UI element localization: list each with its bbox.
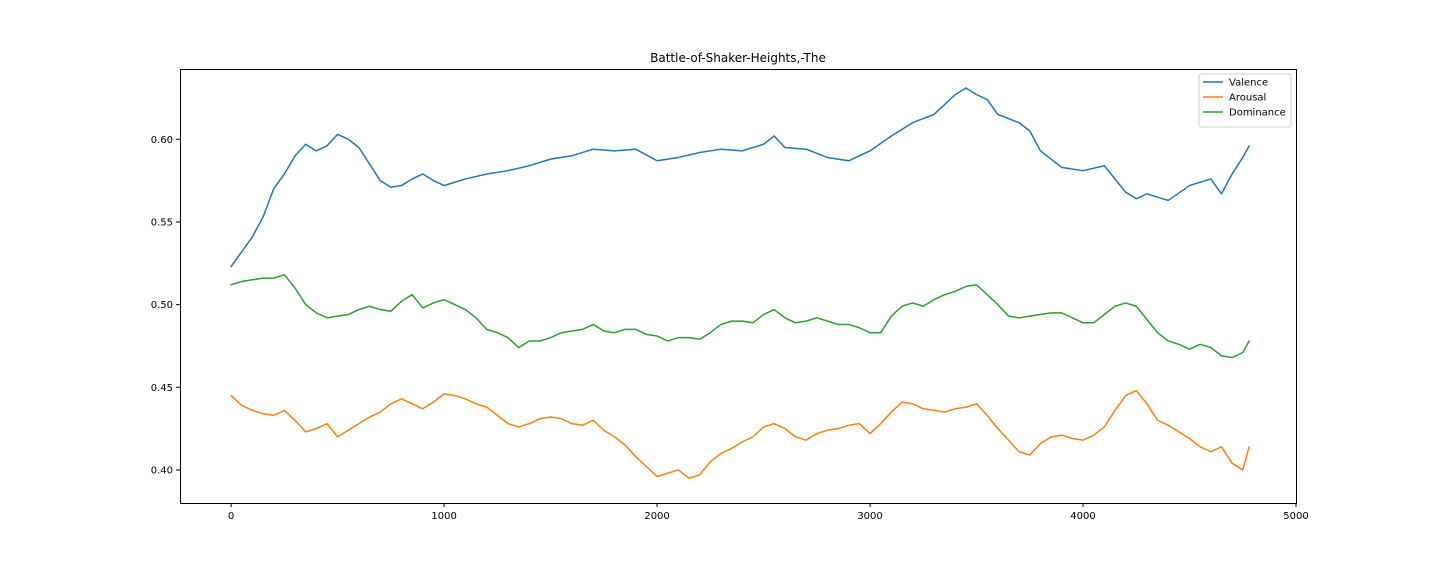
x-tick-label: 5000 — [1283, 511, 1308, 522]
series-layer — [230, 87, 1250, 479]
x-tick-label: 2000 — [644, 511, 669, 522]
y-tick-label: 0.55 — [151, 217, 173, 228]
y-tick-label: 0.45 — [151, 383, 173, 394]
y-tick-label: 0.60 — [151, 135, 173, 146]
x-tick-label: 1000 — [431, 511, 456, 522]
legend-label-valence: Valence — [1229, 78, 1268, 89]
y-tick-label: 0.40 — [151, 465, 173, 476]
x-tick-label: 3000 — [857, 511, 882, 522]
legend-label-dominance: Dominance — [1229, 108, 1286, 119]
legend-box — [1198, 73, 1292, 128]
y-tick-label: 0.50 — [151, 300, 173, 311]
plot-frame — [180, 69, 1297, 504]
legend-label-arousal: Arousal — [1229, 93, 1266, 104]
series-line-dominance — [230, 274, 1250, 359]
x-tick-label: 0 — [228, 511, 234, 522]
chart-title: Battle-of-Shaker-Heights,-The — [650, 51, 826, 65]
series-line-arousal — [230, 389, 1250, 479]
y-axis: 0.40 0.45 0.50 0.55 0.60 — [151, 135, 180, 476]
x-axis: 0 1000 2000 3000 4000 5000 — [228, 503, 1309, 522]
legend: Valence Arousal Dominance — [1198, 73, 1292, 128]
series-line-valence — [230, 87, 1250, 268]
x-tick-label: 4000 — [1070, 511, 1095, 522]
